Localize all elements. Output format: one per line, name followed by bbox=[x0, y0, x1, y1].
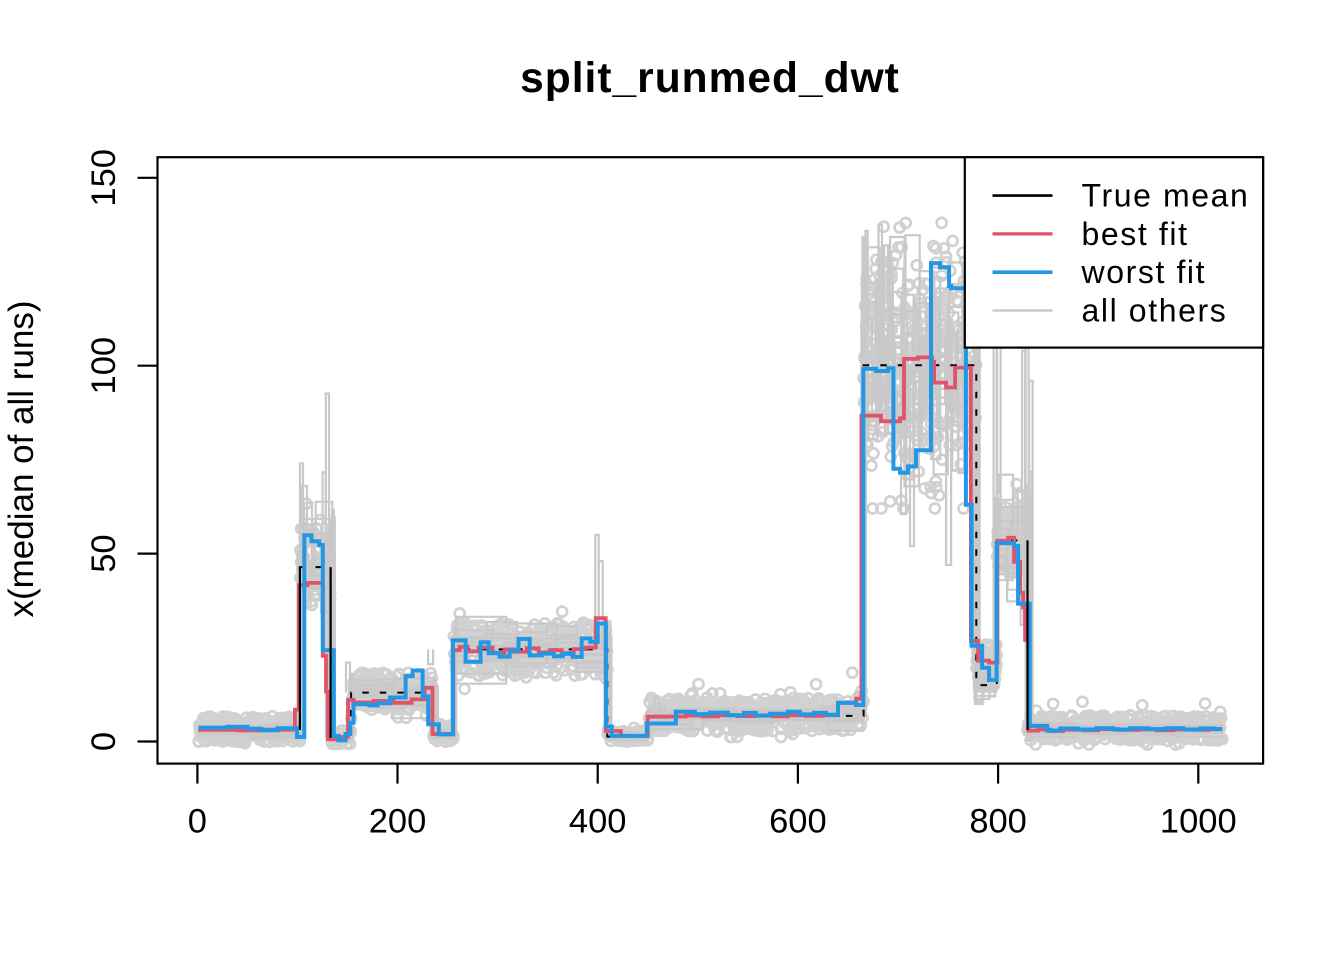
svg-text:1000: 1000 bbox=[1160, 803, 1237, 841]
svg-text:x(median of all runs): x(median of all runs) bbox=[2, 300, 41, 617]
svg-text:50: 50 bbox=[85, 534, 123, 572]
svg-text:400: 400 bbox=[569, 803, 627, 841]
svg-text:100: 100 bbox=[85, 337, 123, 395]
svg-text:600: 600 bbox=[769, 803, 827, 841]
svg-text:worst fit: worst fit bbox=[1081, 254, 1207, 290]
svg-text:True mean: True mean bbox=[1082, 178, 1250, 214]
svg-text:0: 0 bbox=[188, 803, 207, 841]
svg-text:split_runmed_dwt: split_runmed_dwt bbox=[520, 55, 900, 102]
svg-text:all others: all others bbox=[1082, 293, 1228, 329]
svg-text:800: 800 bbox=[969, 803, 1027, 841]
svg-text:0: 0 bbox=[85, 732, 123, 751]
svg-text:150: 150 bbox=[85, 149, 123, 207]
svg-text:200: 200 bbox=[369, 803, 427, 841]
svg-text:best fit: best fit bbox=[1082, 216, 1189, 252]
